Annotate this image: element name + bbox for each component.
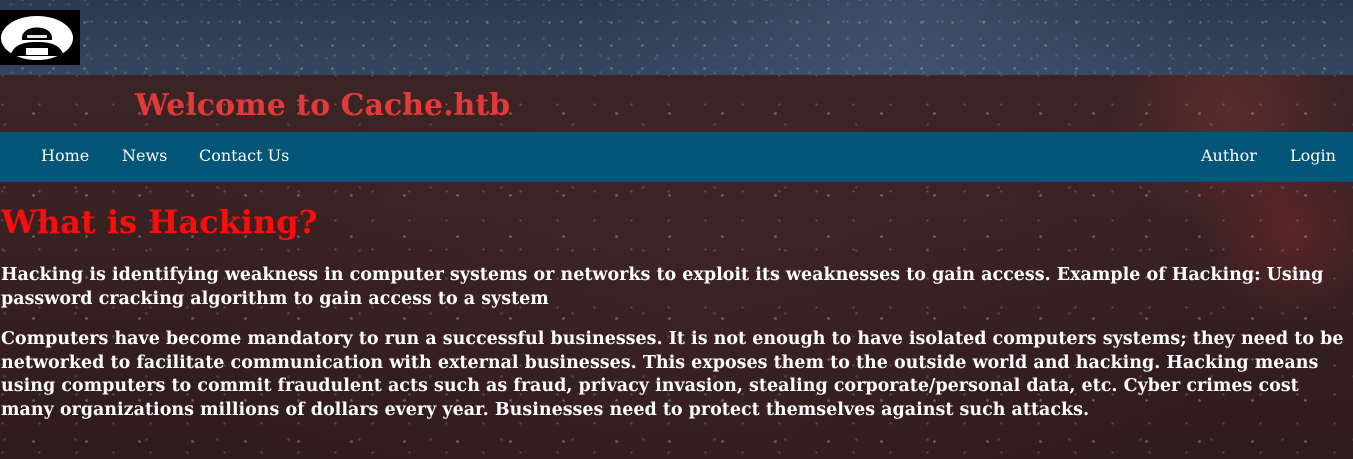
section-heading: What is Hacking? (1, 203, 318, 241)
main-content: What is Hacking? Hacking is identifying … (1, 200, 1349, 422)
top-banner (0, 0, 1353, 75)
nav-news-link[interactable]: News (122, 146, 168, 165)
main-navbar: Home News Contact Us Author Login (0, 132, 1353, 182)
site-title: Welcome to Cache.htb (135, 88, 511, 123)
intro-paragraph: Hacking is identifying weakness in compu… (1, 265, 1324, 309)
nav-login-link[interactable]: Login (1290, 146, 1336, 165)
hacker-logo-icon[interactable] (0, 10, 80, 65)
nav-author-link[interactable]: Author (1201, 146, 1257, 165)
body-paragraph: Computers have become mandatory to run a… (1, 329, 1344, 420)
nav-contact-us-link[interactable]: Contact Us (199, 146, 290, 165)
nav-home-link[interactable]: Home (41, 146, 90, 165)
